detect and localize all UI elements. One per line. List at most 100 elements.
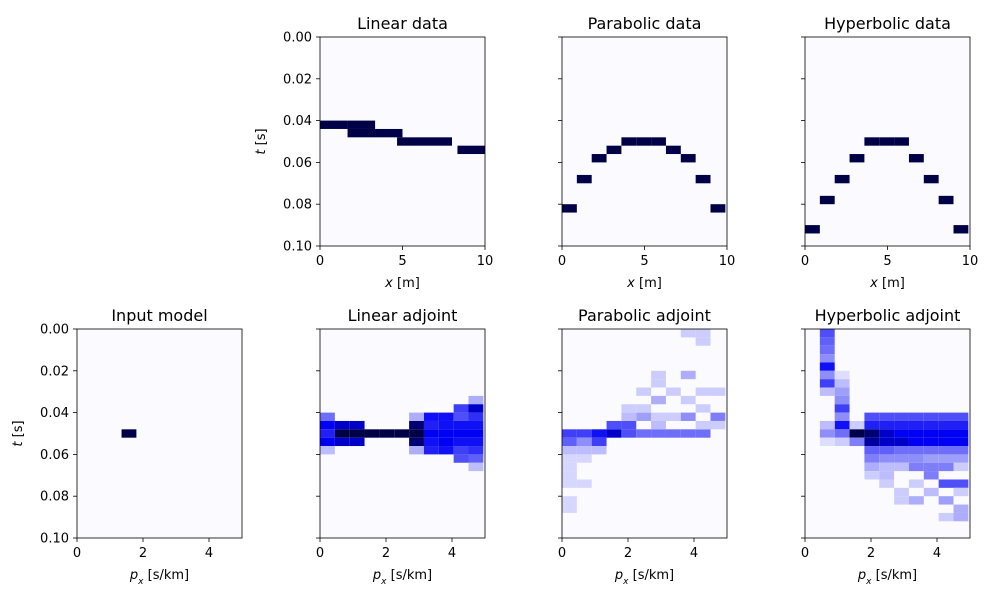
hyperbolic-adjoint-cell xyxy=(834,420,850,430)
linear-data-cell xyxy=(374,128,403,138)
parabolic-data-xtick-label: 10 xyxy=(719,254,736,269)
linear-adjoint-cell xyxy=(438,446,454,455)
input-model-plot-area xyxy=(77,329,242,538)
linear-adjoint-cell xyxy=(409,412,424,421)
linear-adjoint-xlabel: px [s/km] xyxy=(372,568,432,587)
linear-adjoint-cell xyxy=(453,454,469,463)
hyperbolic-adjoint-cell xyxy=(908,412,924,421)
hyperbolic-adjoint-cell xyxy=(834,412,850,421)
parabolic-data-panel: Parabolic data 0 5 10 x [m] xyxy=(558,14,735,291)
linear-adjoint-cell xyxy=(320,437,335,447)
hyperbolic-adjoint-cell xyxy=(923,437,939,447)
hyperbolic-adjoint-cell xyxy=(953,446,969,455)
linear-adjoint-cell xyxy=(334,420,350,430)
hyperbolic-adjoint-cell xyxy=(864,462,880,472)
hyperbolic-data-cell xyxy=(938,195,954,205)
hyperbolic-adjoint-cell xyxy=(864,420,880,430)
linear-adjoint-cell xyxy=(468,404,484,413)
hyperbolic-adjoint-cell xyxy=(849,437,865,447)
parabolic-adjoint-cell xyxy=(562,479,577,488)
hyperbolic-data-cell xyxy=(879,137,895,146)
linear-adjoint-cell xyxy=(468,462,484,472)
linear-data-cell xyxy=(320,120,348,129)
linear-adjoint-cell xyxy=(423,446,439,455)
linear-adjoint-cell xyxy=(334,429,350,438)
hyperbolic-adjoint-cell xyxy=(908,420,924,430)
hyperbolic-adjoint-cell xyxy=(879,471,895,480)
parabolic-adjoint-cell xyxy=(591,446,607,455)
hyperbolic-adjoint-cell xyxy=(923,462,939,472)
hyperbolic-adjoint-cell xyxy=(864,412,880,421)
hyperbolic-adjoint-cell xyxy=(834,429,850,438)
linear-data-xtick-label: 10 xyxy=(477,254,494,269)
parabolic-adjoint-cell xyxy=(636,412,652,421)
parabolic-adjoint-cell xyxy=(651,429,666,438)
hyperbolic-adjoint-cell xyxy=(953,420,969,430)
parabolic-adjoint-cell xyxy=(651,420,666,430)
linear-adjoint-cell xyxy=(438,412,454,421)
hyperbolic-adjoint-cell xyxy=(938,496,954,505)
linear-adjoint-xtick-label: 0 xyxy=(316,546,324,561)
linear-adjoint-cell xyxy=(379,429,395,438)
linear-adjoint-panel: Linear adjoint 0 2 4 px [s/km] xyxy=(316,306,486,587)
hyperbolic-adjoint-cell xyxy=(953,512,969,522)
hyperbolic-adjoint-cell xyxy=(819,362,835,371)
parabolic-adjoint-cell xyxy=(621,420,637,430)
hyperbolic-adjoint-cell xyxy=(894,437,909,447)
linear-data-ytick-label: 0.04 xyxy=(283,114,312,129)
hyperbolic-adjoint-cell xyxy=(908,462,924,472)
hyperbolic-adjoint-xtick-label: 2 xyxy=(867,546,875,561)
hyperbolic-adjoint-cell xyxy=(819,354,835,363)
hyperbolic-adjoint-cell xyxy=(953,454,969,463)
input-model-ytick-label: 0.00 xyxy=(40,323,69,338)
parabolic-adjoint-cell xyxy=(680,370,696,380)
hyperbolic-data-panel: Hyperbolic data 0 5 10 x [m] xyxy=(801,14,978,291)
parabolic-adjoint-cell xyxy=(710,387,726,396)
hyperbolic-adjoint-cell xyxy=(834,379,850,388)
linear-data-cell xyxy=(457,145,485,155)
hyperbolic-adjoint-title: Hyperbolic adjoint xyxy=(815,306,961,325)
linear-adjoint-cell xyxy=(409,429,424,438)
hyperbolic-data-cell xyxy=(834,174,850,184)
hyperbolic-adjoint-cell xyxy=(819,429,835,438)
linear-adjoint-cell xyxy=(468,412,484,421)
parabolic-data-title: Parabolic data xyxy=(588,14,702,33)
hyperbolic-adjoint-cell xyxy=(834,404,850,413)
hyperbolic-adjoint-frame xyxy=(804,328,971,539)
parabolic-adjoint-cell xyxy=(562,429,577,438)
linear-adjoint-cell xyxy=(349,437,365,447)
hyperbolic-adjoint-cell xyxy=(908,496,924,505)
parabolic-data-cell xyxy=(695,174,711,184)
hyperbolic-adjoint-cell xyxy=(938,437,954,447)
input-model-ytick-label: 0.02 xyxy=(40,364,69,379)
parabolic-data-cell xyxy=(562,204,577,213)
parabolic-adjoint-xtick-label: 4 xyxy=(690,546,698,561)
linear-data-cell xyxy=(397,137,425,146)
hyperbolic-adjoint-cell xyxy=(938,412,954,421)
hyperbolic-adjoint-cell xyxy=(849,420,865,430)
linear-adjoint-cell xyxy=(334,437,350,447)
hyperbolic-adjoint-cell xyxy=(938,454,954,463)
hyperbolic-adjoint-cell xyxy=(834,395,850,405)
hyperbolic-adjoint-cell xyxy=(879,429,895,438)
parabolic-adjoint-cell xyxy=(576,437,592,447)
parabolic-adjoint-cell xyxy=(591,429,607,438)
parabolic-adjoint-cell xyxy=(695,420,711,430)
linear-adjoint-cell xyxy=(453,420,469,430)
hyperbolic-adjoint-cell xyxy=(819,437,835,447)
hyperbolic-adjoint-cell xyxy=(953,504,969,513)
parabolic-adjoint-cell xyxy=(562,471,577,480)
hyperbolic-adjoint-cell xyxy=(938,479,954,488)
parabolic-data-xlabel: x [m] xyxy=(626,276,662,291)
hyperbolic-adjoint-cell xyxy=(908,429,924,438)
parabolic-adjoint-cell xyxy=(636,387,652,396)
linear-adjoint-cell xyxy=(468,395,484,405)
input-model-ytick-label: 0.10 xyxy=(40,532,69,547)
hyperbolic-adjoint-cell xyxy=(953,462,969,472)
hyperbolic-adjoint-cell xyxy=(864,454,880,463)
hyperbolic-adjoint-cell xyxy=(864,471,880,480)
parabolic-data-xtick-label: 5 xyxy=(640,254,648,269)
linear-adjoint-cell xyxy=(453,446,469,455)
hyperbolic-adjoint-cell xyxy=(894,412,909,421)
parabolic-adjoint-xlabel: px [s/km] xyxy=(614,568,674,587)
